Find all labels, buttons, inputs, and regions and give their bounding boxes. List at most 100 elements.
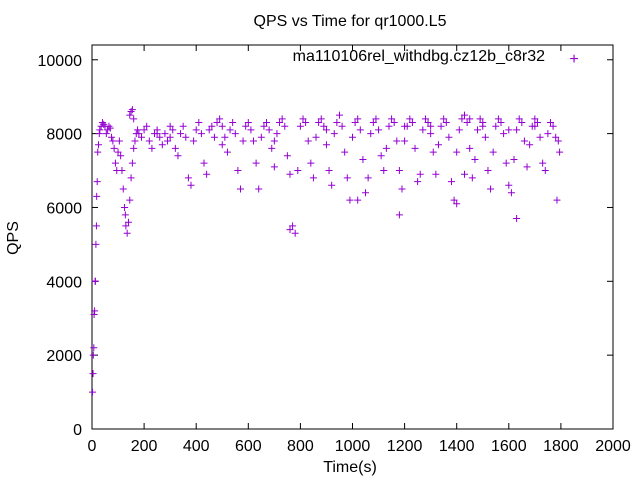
- data-point: [195, 119, 203, 127]
- data-point: [182, 133, 190, 141]
- data-point: [304, 137, 312, 145]
- data-point: [156, 133, 164, 141]
- data-point: [270, 163, 278, 171]
- data-point: [395, 167, 403, 175]
- data-point: [421, 115, 429, 123]
- data-points: [89, 106, 564, 396]
- data-point: [89, 370, 97, 378]
- data-point: [333, 119, 341, 127]
- data-point: [346, 196, 354, 204]
- data-point: [244, 119, 252, 127]
- data-point: [158, 141, 166, 149]
- data-point: [174, 152, 182, 160]
- x-axis-label: Time(s): [323, 459, 377, 476]
- data-point: [226, 126, 234, 134]
- data-point: [554, 137, 562, 145]
- data-point: [390, 119, 398, 127]
- x-tick-label: 400: [183, 438, 210, 455]
- data-point: [128, 159, 136, 167]
- data-point: [276, 119, 284, 127]
- data-point: [179, 122, 187, 130]
- y-tick-label: 2000: [46, 348, 82, 365]
- data-point: [216, 115, 224, 123]
- data-point: [283, 152, 291, 160]
- data-point: [553, 196, 561, 204]
- data-point: [520, 137, 528, 145]
- data-point: [91, 307, 99, 315]
- data-point: [341, 148, 349, 156]
- data-point: [372, 115, 380, 123]
- data-point: [268, 144, 276, 152]
- data-point: [458, 115, 466, 123]
- data-point: [406, 115, 414, 123]
- data-point: [523, 163, 531, 171]
- data-point: [349, 133, 356, 141]
- data-point: [294, 167, 302, 175]
- data-point: [494, 115, 502, 123]
- data-point: [447, 178, 455, 186]
- data-point: [102, 130, 110, 138]
- data-point: [286, 226, 294, 234]
- data-point: [466, 115, 474, 123]
- data-point: [91, 277, 99, 285]
- x-tick-label: 1400: [439, 438, 475, 455]
- data-point: [161, 130, 169, 138]
- data-point: [471, 155, 479, 163]
- y-tick-label: 6000: [46, 200, 82, 217]
- x-tick-label: 0: [88, 438, 97, 455]
- data-point: [481, 133, 489, 141]
- data-point: [401, 122, 409, 130]
- data-point: [89, 388, 97, 396]
- data-point: [190, 137, 198, 145]
- data-point: [489, 148, 497, 156]
- data-point: [445, 133, 453, 141]
- data-point: [502, 159, 510, 167]
- data-point: [131, 137, 139, 145]
- data-point: [278, 115, 286, 123]
- data-point: [92, 240, 100, 248]
- data-point: [124, 218, 132, 226]
- data-point: [461, 111, 469, 119]
- x-tick-label: 1600: [491, 438, 527, 455]
- data-point: [221, 133, 229, 141]
- data-point: [546, 119, 554, 127]
- data-point: [153, 130, 161, 138]
- data-point: [236, 185, 244, 193]
- data-point: [419, 126, 427, 134]
- data-point: [474, 126, 482, 134]
- data-point: [218, 122, 226, 130]
- data-point: [369, 119, 377, 127]
- data-point: [110, 144, 118, 152]
- data-point: [552, 133, 560, 141]
- data-point: [434, 141, 442, 149]
- data-point: [242, 122, 250, 130]
- data-point: [312, 133, 320, 141]
- data-point: [164, 137, 172, 145]
- data-point: [187, 181, 195, 189]
- data-point: [487, 185, 495, 193]
- data-point: [307, 159, 315, 167]
- data-point: [197, 130, 205, 138]
- x-tick-label: 600: [235, 438, 262, 455]
- data-point: [223, 148, 231, 156]
- data-point: [317, 115, 325, 123]
- data-point: [229, 119, 237, 127]
- data-point: [166, 133, 174, 141]
- data-point: [210, 133, 218, 141]
- x-tick-label: 200: [131, 438, 158, 455]
- data-point: [250, 137, 258, 145]
- data-point: [114, 148, 122, 156]
- data-point: [497, 119, 505, 127]
- data-point: [289, 222, 297, 230]
- data-point: [135, 130, 143, 138]
- data-point: [118, 167, 126, 175]
- data-point: [208, 122, 216, 130]
- data-point: [453, 148, 461, 156]
- data-point: [453, 200, 461, 208]
- data-point: [351, 119, 359, 127]
- data-point: [450, 196, 458, 204]
- data-point: [411, 144, 419, 152]
- data-point: [515, 115, 523, 123]
- data-point: [549, 122, 557, 130]
- data-point: [302, 119, 310, 127]
